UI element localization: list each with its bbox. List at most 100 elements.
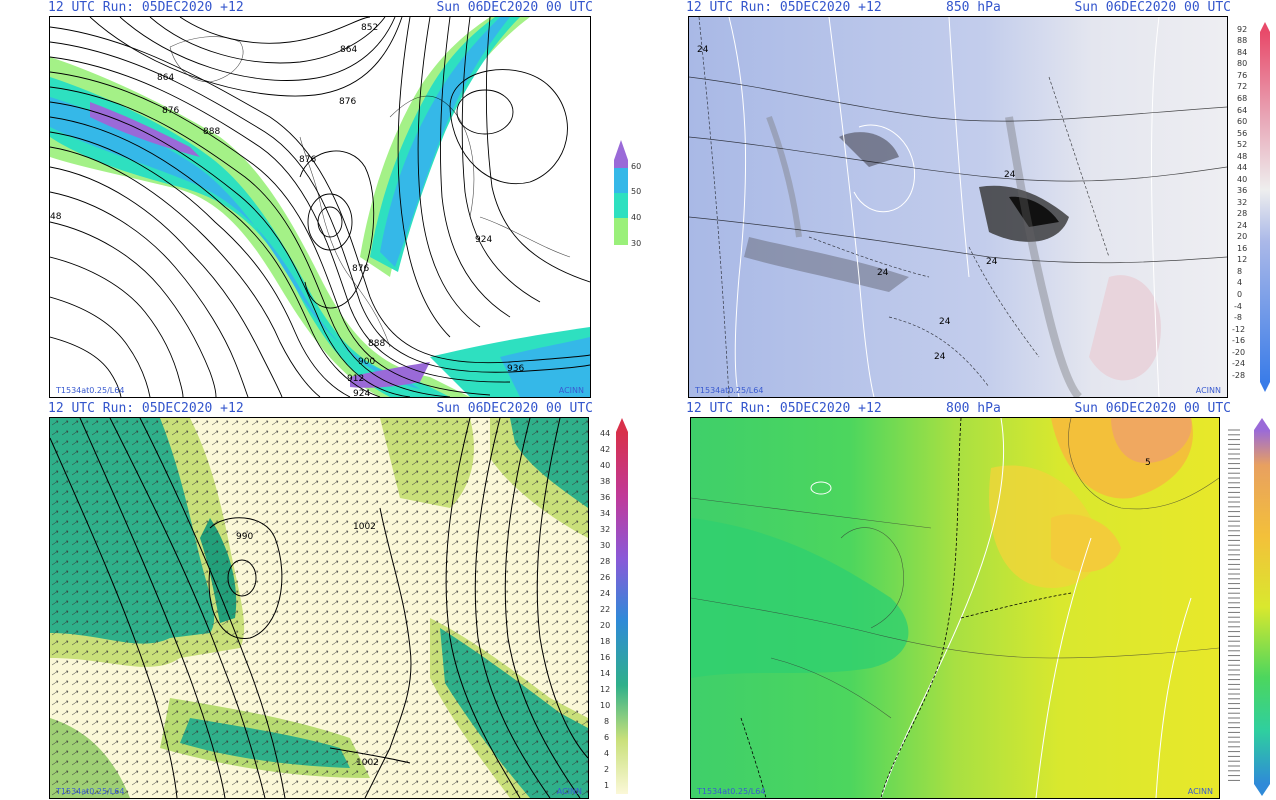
colorbar-tick: 40 — [600, 461, 611, 470]
contour-label: 924 — [475, 235, 493, 245]
colorbar-tick: 34 — [600, 509, 611, 518]
panel-tr-colorbar: 92 88 84 80 76 72 68 64 60 56 52 48 44 4… — [1232, 22, 1272, 392]
colorbar-tick: 30 — [600, 541, 611, 550]
contour-label: 864 — [340, 45, 358, 55]
colorbar-tick: -4 — [1234, 302, 1242, 311]
colorbar-tick: 24 — [1237, 221, 1248, 230]
panel-tl-map: T1534at0.25/L64 ACINN 852 864 864 876 87… — [49, 16, 591, 398]
colorbar-tick: 16 — [600, 653, 611, 662]
colorbar-tick: 68 — [1237, 94, 1248, 103]
colorbar-tick: 60 — [631, 162, 642, 171]
contour-label: 24 — [877, 268, 889, 278]
colorbar-tick: 40 — [631, 213, 642, 222]
run-label: 12 UTC Run: 05DEC2020 +12 — [686, 0, 882, 15]
panel-bl-colorbar: 44 42 40 38 36 34 32 30 28 26 24 22 20 1… — [598, 418, 638, 796]
contour-label: 48 — [50, 212, 62, 222]
colorbar-tick: 60 — [1237, 117, 1248, 126]
colorbar-tick: -12 — [1232, 325, 1246, 334]
colorbar-tick: 92 — [1237, 25, 1248, 34]
contour-label: 5 — [1145, 458, 1151, 468]
colorbar-tick: 40 — [1237, 175, 1248, 184]
colorbar-tick: 14 — [600, 669, 611, 678]
panel-tr-header: 12 UTC Run: 05DEC2020 +12 850 hPa Sun 06… — [686, 0, 1231, 16]
colorbar-tick: 32 — [600, 525, 611, 534]
colorbar-tick: 76 — [1237, 71, 1248, 80]
contour-label: 912 — [347, 374, 365, 384]
model-stamp: T1534at0.25/L64 — [697, 787, 766, 796]
colorbar-tick: 1 — [604, 781, 610, 790]
colorbar-tick: 0 — [1237, 290, 1243, 299]
colorbar-tick: 24 — [600, 589, 611, 598]
colorbar-tick: 56 — [1237, 129, 1248, 138]
contour-label: 24 — [986, 257, 998, 267]
colorbar-tick: 8 — [1237, 267, 1243, 276]
contour-label: 24 — [934, 352, 946, 362]
brand-stamp: ACINN — [558, 386, 584, 395]
valid-time-label: Sun 06DEC2020 00 UTC — [1074, 0, 1231, 15]
contour-label: 1002 — [356, 758, 379, 768]
colorbar-tick: 64 — [1237, 106, 1248, 115]
run-label: 12 UTC Run: 05DEC2020 +12 — [686, 401, 882, 416]
contour-label: 876 — [299, 155, 317, 165]
colorbar-tick: 80 — [1237, 59, 1248, 68]
colorbar-tick: 22 — [600, 605, 611, 614]
colorbar-tick: -28 — [1232, 371, 1246, 380]
colorbar-tick: -24 — [1232, 359, 1246, 368]
contour-label: 900 — [358, 357, 376, 367]
panel-tl-colorbar: 60 50 40 30 — [614, 140, 654, 250]
colorbar-tick: -20 — [1232, 348, 1246, 357]
contour-label: 24 — [1004, 170, 1016, 180]
contour-label: 888 — [203, 127, 221, 137]
valid-time-label: Sun 06DEC2020 00 UTC — [436, 401, 593, 416]
model-stamp: T1534at0.25/L64 — [56, 787, 125, 796]
colorbar-tick: 20 — [1237, 232, 1248, 241]
level-label: 800 hPa — [946, 401, 1001, 416]
colorbar-tick: 2 — [604, 765, 610, 774]
colorbar-tick: 36 — [1237, 186, 1248, 195]
run-label: 12 UTC Run: 05DEC2020 +12 — [48, 401, 244, 416]
model-stamp: T1534at0.25/L64 — [695, 386, 764, 395]
colorbar-tick: 26 — [600, 573, 611, 582]
contour-label: 864 — [157, 73, 175, 83]
contour-label: 876 — [339, 97, 357, 107]
contour-label: 924 — [353, 389, 371, 398]
panel-bl-header: 12 UTC Run: 05DEC2020 +12 Sun 06DEC2020 … — [48, 401, 593, 417]
colorbar-tick: 10 — [600, 701, 611, 710]
brand-stamp: ACINN — [1187, 787, 1213, 796]
colorbar-tick: 84 — [1237, 48, 1248, 57]
contour-label: 1002 — [353, 522, 376, 532]
colorbar-tick: 18 — [600, 637, 611, 646]
valid-time-label: Sun 06DEC2020 00 UTC — [436, 0, 593, 15]
colorbar-tick: 52 — [1237, 140, 1248, 149]
level-label: 850 hPa — [946, 0, 1001, 15]
contour-label: 24 — [939, 317, 951, 327]
colorbar-tick: 50 — [631, 187, 642, 196]
colorbar-tick: 44 — [600, 429, 611, 438]
contour-label: 24 — [697, 45, 709, 55]
colorbar-tick: 12 — [1237, 255, 1248, 264]
panel-tr-map: T1534at0.25/L64 ACINN 24 24 24 24 24 24 — [688, 16, 1228, 398]
brand-stamp: ACINN — [556, 787, 582, 796]
panel-tl-header: 12 UTC Run: 05DEC2020 +12 Sun 06DEC2020 … — [48, 0, 593, 16]
contour-label: 990 — [236, 532, 254, 542]
contour-label: 876 — [162, 106, 180, 116]
colorbar-tick: -8 — [1234, 313, 1242, 322]
colorbar-tick: 32 — [1237, 198, 1248, 207]
colorbar-tick: 4 — [1237, 278, 1243, 287]
panel-br-map: T1534at0.25/L64 ACINN 5 — [690, 417, 1220, 799]
run-label: 12 UTC Run: 05DEC2020 +12 — [48, 0, 244, 15]
colorbar-tick: 4 — [604, 749, 610, 758]
colorbar-tick: 42 — [600, 445, 611, 454]
contour-label: 936 — [507, 364, 525, 374]
model-stamp: T1534at0.25/L64 — [56, 386, 125, 395]
valid-time-label: Sun 06DEC2020 00 UTC — [1074, 401, 1231, 416]
colorbar-tick: 30 — [631, 239, 642, 248]
colorbar-tick: 88 — [1237, 36, 1248, 45]
colorbar-tick: 48 — [1237, 152, 1248, 161]
contour-label: 852 — [361, 23, 379, 33]
colorbar-tick: 44 — [1237, 163, 1248, 172]
brand-stamp: ACINN — [1195, 386, 1221, 395]
panel-br-header: 12 UTC Run: 05DEC2020 +12 800 hPa Sun 06… — [686, 401, 1231, 417]
colorbar-tick: 28 — [600, 557, 611, 566]
contour-label: 888 — [368, 339, 386, 349]
